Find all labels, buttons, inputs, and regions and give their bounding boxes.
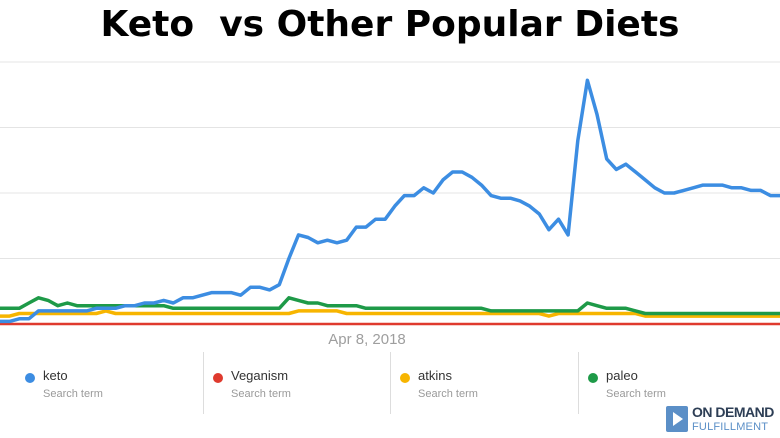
brand-logo: ON DEMAND FULFILLMENT xyxy=(666,404,778,436)
series-line-keto xyxy=(0,78,780,324)
legend-item-keto[interactable]: keto Search term xyxy=(0,352,185,416)
trend-line-chart: Apr 8, 2018 xyxy=(0,61,780,348)
legend: keto Search term Veganism Search term at… xyxy=(0,352,780,416)
legend-label: atkins xyxy=(418,368,452,383)
paleo-dot-icon xyxy=(588,373,598,383)
legend-divider xyxy=(203,352,204,414)
legend-item-veganism[interactable]: Veganism Search term xyxy=(188,352,373,416)
series-line-paleo xyxy=(0,296,780,316)
series-lines xyxy=(0,78,780,326)
logo-line-2: FULFILLMENT xyxy=(692,421,769,433)
legend-item-paleo[interactable]: paleo Search term xyxy=(563,352,748,416)
chart-title: Keto vs Other Popular Diets xyxy=(100,4,680,45)
legend-label: paleo xyxy=(606,368,638,383)
legend-divider xyxy=(578,352,579,414)
x-tick-label: Apr 8, 2018 xyxy=(328,331,406,348)
legend-label: Veganism xyxy=(231,368,289,383)
legend-divider xyxy=(390,352,391,414)
veganism-dot-icon xyxy=(213,373,223,383)
legend-label: keto xyxy=(43,368,68,383)
legend-item-atkins[interactable]: atkins Search term xyxy=(375,352,560,416)
legend-sublabel: Search term xyxy=(231,388,291,400)
series-line-atkins xyxy=(0,309,780,318)
atkins-dot-icon xyxy=(400,373,410,383)
legend-sublabel: Search term xyxy=(606,388,666,400)
legend-sublabel: Search term xyxy=(418,388,478,400)
logo-line-1: ON DEMAND xyxy=(692,404,774,420)
play-logo-icon xyxy=(666,406,688,432)
keto-dot-icon xyxy=(25,373,35,383)
legend-sublabel: Search term xyxy=(43,388,103,400)
